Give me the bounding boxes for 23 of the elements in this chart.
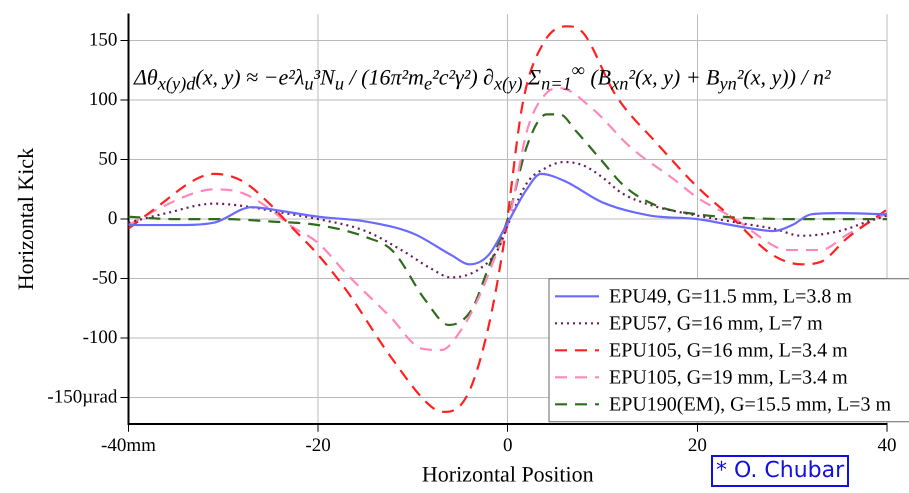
y-tick-label: -50	[92, 268, 118, 289]
line-series	[128, 160, 887, 279]
x-tick-label: 0	[502, 435, 512, 456]
line-series	[128, 172, 887, 266]
y-tick-label: -100	[82, 327, 118, 348]
x-tick-label: -40mm	[100, 435, 156, 456]
legend-label: EPU105, G=16 mm, L=3.4 m	[609, 340, 848, 362]
x-tick-label: -20	[305, 435, 331, 456]
y-tick-label: 150	[88, 30, 118, 51]
legend-label: EPU190(EM), G=15.5 mm, L=3 m	[609, 394, 892, 416]
text: * O. Chubar	[711, 455, 850, 487]
legend-label: EPU105, G=19 mm, L=3.4 m	[609, 366, 848, 389]
y-tick-label: 100	[88, 89, 118, 110]
y-tick-label: 50	[98, 148, 118, 170]
x-tick-label: 40	[878, 435, 896, 456]
x-tick-label: 20	[688, 435, 707, 456]
y-tick-label: -150µrad	[47, 386, 118, 408]
text: Δθ$_{x(y)d}$(x, y) ≈ −e²λ$_{u}$³N$_{u}$ / (16π²m$_{e}$²c²γ²) ∂$_{x(y)}$ Σ$_{n=1}$$^{∞}$ (B$_{xn}$²(x, y) + B$_{yn}$²(x, y)) / n²	[134, 60, 831, 94]
x-axis-title: Horizontal Position	[422, 462, 594, 487]
y-axis-title: Horizontal Kick	[12, 148, 38, 290]
legend-label: EPU49, G=11.5 mm, L=3.8 m	[609, 286, 852, 308]
y-tick-label: 0	[108, 208, 118, 230]
legend-label: EPU57, G=16 mm, L=7 m	[609, 312, 824, 335]
